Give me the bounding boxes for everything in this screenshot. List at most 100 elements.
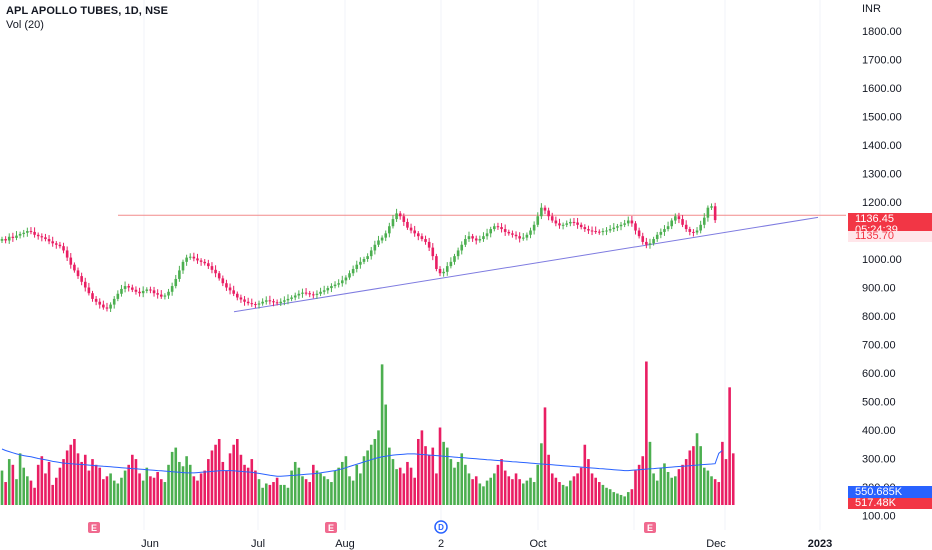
candle-body: [702, 217, 706, 225]
candle-body: [652, 239, 655, 244]
candle-body: [330, 286, 333, 289]
volume-bar: [369, 444, 373, 505]
volume-bar: [159, 479, 163, 505]
candle-body: [601, 231, 605, 233]
volume-bar: [608, 489, 612, 505]
volume-bar: [134, 459, 138, 505]
volume-bar: [203, 470, 207, 505]
candle-body: [674, 216, 677, 221]
volume-bar: [355, 464, 359, 505]
volume-bar: [710, 476, 713, 505]
volume-bar: [55, 477, 58, 505]
candle-body: [232, 290, 235, 294]
time-tick-label: Jun: [141, 538, 159, 550]
volume-bar: [351, 480, 355, 505]
candle-body: [417, 233, 420, 237]
volume-bar: [612, 492, 616, 505]
volume-bar: [308, 482, 311, 505]
volume-bar: [605, 487, 608, 505]
volume-bar: [217, 438, 221, 505]
candle-body: [666, 226, 670, 230]
candle-body: [290, 297, 293, 299]
candle-body: [424, 239, 427, 242]
volume-bar: [373, 438, 377, 505]
candle-body: [236, 293, 239, 298]
candle-body: [185, 257, 188, 262]
earnings-marker-label: E: [328, 523, 334, 533]
candle-body: [15, 235, 18, 238]
candle-body: [576, 222, 579, 225]
candle-body: [217, 273, 221, 279]
prev-close-tag-text: 1135.70: [855, 230, 894, 242]
volume-bar: [630, 489, 634, 505]
earnings-marker[interactable]: E: [325, 522, 337, 533]
candle-body: [431, 247, 435, 257]
candle-body: [525, 234, 529, 238]
candle-body: [348, 273, 351, 278]
candle-body: [225, 283, 228, 288]
dividend-marker[interactable]: D: [434, 520, 448, 534]
volume-bar: [521, 483, 525, 505]
volume-bar: [145, 467, 149, 505]
symbol-title[interactable]: APL APOLLO TUBES, 1D, NSE: [6, 5, 169, 17]
volume-bar: [550, 473, 554, 505]
candle-body: [579, 224, 583, 228]
price-tick-label: 500.00: [862, 397, 896, 409]
volume-bar: [261, 487, 264, 505]
volume-bar: [503, 470, 507, 505]
last-price-tag-text: 1136.45: [855, 213, 894, 225]
volume-bar: [239, 454, 243, 505]
volume-bar: [268, 484, 272, 505]
candle-body: [590, 230, 594, 232]
candle-body: [402, 216, 406, 222]
candle-body: [388, 226, 391, 234]
candle-body: [145, 289, 149, 291]
volume-bar: [572, 476, 576, 505]
volume-bar: [427, 454, 431, 505]
volume-bar: [297, 467, 301, 505]
candle-body: [156, 293, 159, 295]
candle-body: [605, 230, 608, 232]
volume-bar: [594, 477, 597, 505]
candle-body: [94, 298, 98, 302]
volume-bar: [684, 459, 688, 505]
earnings-marker[interactable]: E: [88, 522, 100, 533]
candle-body: [83, 281, 87, 288]
candle-body: [619, 224, 623, 227]
candle-body: [254, 304, 257, 306]
candle-body: [159, 294, 163, 297]
price-tick-label: 300.00: [862, 454, 896, 466]
volume-bar: [670, 477, 673, 505]
volume-bar: [69, 444, 73, 505]
volume-ma-line: [1, 448, 723, 477]
candle-body: [268, 300, 272, 302]
candle-body: [561, 224, 565, 226]
candle-body: [257, 303, 261, 305]
volume-bar: [207, 459, 210, 505]
candle-body: [456, 250, 460, 257]
volume-bar: [73, 438, 76, 505]
volume-bar: [485, 480, 489, 505]
volume-bar: [333, 470, 337, 505]
volume-bar: [637, 464, 641, 505]
volume-bar: [102, 479, 105, 505]
earnings-marker[interactable]: E: [644, 522, 656, 533]
volume-bar: [359, 473, 362, 505]
volume-bar: [80, 461, 83, 505]
volume-bar: [692, 446, 695, 505]
volume-bar: [406, 461, 409, 505]
volume-bar: [474, 476, 478, 505]
volume-bar: [493, 473, 496, 505]
volume-indicator-label[interactable]: Vol (20): [6, 19, 44, 31]
volume-bar: [131, 454, 134, 505]
volume-bar: [188, 464, 192, 505]
volume-bar: [645, 361, 648, 505]
time-tick-label: 2: [438, 538, 444, 550]
time-tick-label: Oct: [529, 538, 546, 550]
volume-bar: [275, 477, 279, 505]
volume-bar: [181, 466, 185, 505]
candle-body: [435, 256, 438, 269]
time-tick-label: Aug: [335, 538, 355, 550]
ascending-trendline[interactable]: [233, 216, 819, 313]
